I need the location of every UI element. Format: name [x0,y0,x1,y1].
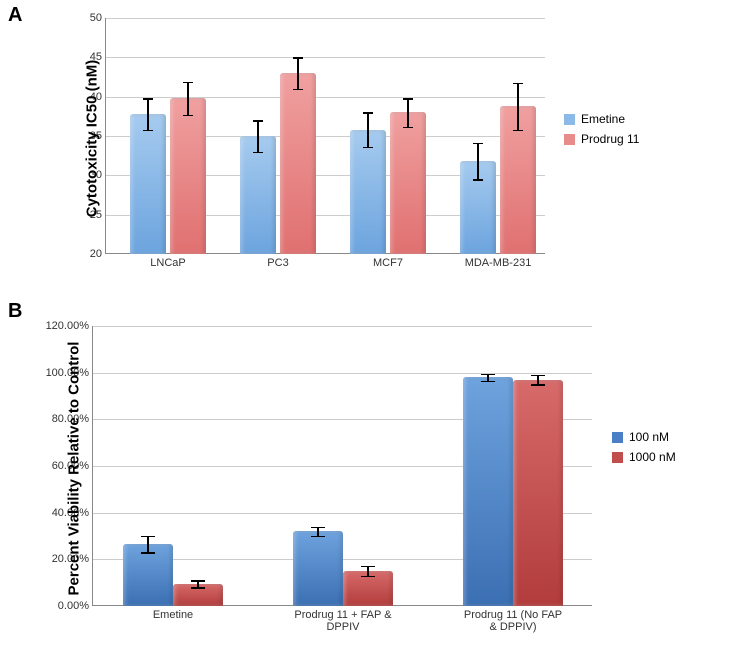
legend-label: Emetine [581,112,625,126]
y-tick-label: 0.00% [58,600,93,612]
panel-a-label: A [8,4,22,27]
legend-swatch [612,432,623,443]
chart-a: 20253035404550LNCaPPC3MCF7MDA-MB-231 [105,18,545,254]
y-tick-label: 20 [90,248,106,260]
x-tick-label: Prodrug 11 + FAP &DPPIV [294,605,391,633]
bar [130,114,166,254]
panel-a: A 20253035404550LNCaPPC3MCF7MDA-MB-231 C… [0,0,750,296]
legend-item: Emetine [564,112,639,126]
legend-label: 1000 nM [629,450,676,464]
legend-a: Emetine Prodrug 11 [564,112,639,152]
bar [463,377,513,606]
legend-label: Prodrug 11 [581,132,639,146]
chart-b: 0.00%20.00%40.00%60.00%80.00%100.00%120.… [92,326,592,606]
y-tick-label: 50 [90,12,106,24]
x-tick-label: MCF7 [373,253,403,269]
legend-item: 1000 nM [612,450,676,464]
x-tick-label: LNCaP [150,253,185,269]
panel-b: B 0.00%20.00%40.00%60.00%80.00%100.00%12… [0,296,750,657]
gridline [106,57,545,58]
x-tick-label: PC3 [267,253,288,269]
panel-b-label: B [8,300,22,323]
legend-swatch [564,134,575,145]
bar [240,136,276,254]
gridline [106,18,545,19]
bar [170,98,206,254]
plot-area-b: 0.00%20.00%40.00%60.00%80.00%100.00%120.… [92,326,592,606]
bar [513,380,563,606]
legend-item: Prodrug 11 [564,132,639,146]
bar [280,73,316,254]
legend-swatch [612,452,623,463]
x-tick-label: MDA-MB-231 [465,253,532,269]
gridline [93,326,592,327]
legend-item: 100 nM [612,430,676,444]
y-axis-title-a: Cytotoxicity IC50 (nM) [84,39,101,239]
y-tick-label: 120.00% [46,320,93,332]
bar [390,112,426,254]
legend-label: 100 nM [629,430,669,444]
gridline [93,373,592,374]
x-tick-label: Prodrug 11 (No FAP& DPPIV) [464,605,562,633]
x-tick-label: Emetine [153,605,193,621]
legend-b: 100 nM 1000 nM [612,430,676,470]
legend-swatch [564,114,575,125]
bar [350,130,386,254]
bar [293,531,343,606]
plot-area-a: 20253035404550LNCaPPC3MCF7MDA-MB-231 [105,18,545,254]
y-axis-title-b: Percent Viability Relative to Control [66,339,83,599]
